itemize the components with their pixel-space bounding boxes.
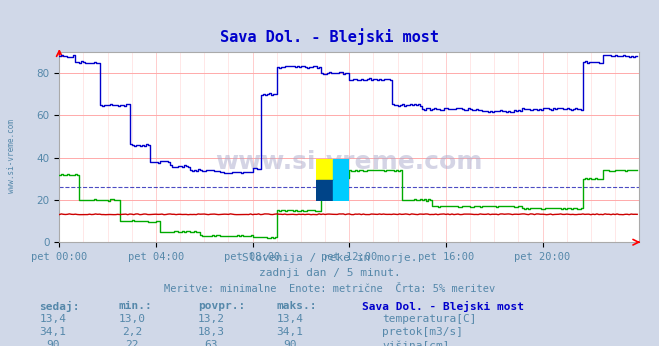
Text: 90: 90 [46, 340, 59, 346]
Bar [333, 159, 349, 180]
Text: www.si-vreme.com: www.si-vreme.com [7, 119, 16, 193]
Text: 2,2: 2,2 [122, 327, 142, 337]
Text: 13,4: 13,4 [277, 314, 303, 324]
Text: 34,1: 34,1 [40, 327, 66, 337]
Bar [316, 159, 333, 180]
Text: 34,1: 34,1 [277, 327, 303, 337]
Text: Slovenija / reke in morje.: Slovenija / reke in morje. [242, 253, 417, 263]
Text: Meritve: minimalne  Enote: metrične  Črta: 5% meritev: Meritve: minimalne Enote: metrične Črta:… [164, 284, 495, 294]
Text: 18,3: 18,3 [198, 327, 224, 337]
Text: www.si-vreme.com: www.si-vreme.com [215, 150, 483, 174]
Text: Sava Dol. - Blejski most: Sava Dol. - Blejski most [220, 28, 439, 45]
Bar [316, 180, 333, 201]
Text: 13,2: 13,2 [198, 314, 224, 324]
Text: 13,0: 13,0 [119, 314, 145, 324]
Text: pretok[m3/s]: pretok[m3/s] [382, 327, 463, 337]
Text: 90: 90 [283, 340, 297, 346]
Text: temperatura[C]: temperatura[C] [382, 314, 476, 324]
Text: 63: 63 [204, 340, 217, 346]
Text: višina[cm]: višina[cm] [382, 340, 449, 346]
Text: Sava Dol. - Blejski most: Sava Dol. - Blejski most [362, 301, 525, 312]
Bar [333, 180, 349, 201]
Text: povpr.:: povpr.: [198, 301, 245, 311]
Text: min.:: min.: [119, 301, 152, 311]
Text: sedaj:: sedaj: [40, 301, 80, 312]
Text: 13,4: 13,4 [40, 314, 66, 324]
Text: 22: 22 [125, 340, 138, 346]
Text: zadnji dan / 5 minut.: zadnji dan / 5 minut. [258, 268, 401, 278]
Text: maks.:: maks.: [277, 301, 317, 311]
